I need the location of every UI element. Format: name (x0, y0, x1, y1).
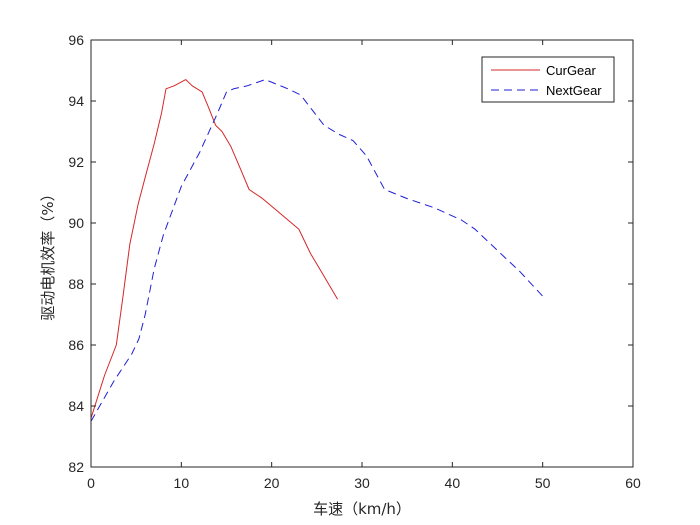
legend-label-nextgear: NextGear (546, 83, 602, 98)
x-tick-label: 0 (87, 475, 95, 491)
series-layer (90, 79, 544, 422)
x-tick-label: 60 (625, 475, 641, 491)
y-tick-label: 90 (68, 215, 84, 231)
series-line-curgear (90, 79, 339, 419)
legend: CurGear NextGear (481, 56, 615, 103)
x-axis-label: 车速（km/h） (313, 500, 411, 518)
y-tick-label: 88 (68, 276, 84, 292)
ticks-layer: 0 10 20 30 40 50 60 82 84 86 88 90 92 94 96 (68, 32, 641, 491)
x-tick-label: 20 (264, 475, 280, 491)
y-tick-label: 92 (68, 154, 84, 170)
y-tick-label: 94 (68, 93, 84, 109)
x-tick-label: 50 (535, 475, 551, 491)
x-tick-label: 40 (445, 475, 461, 491)
y-axis-label: 驱动电机效率（%） (39, 186, 57, 320)
series-line-nextgear (90, 79, 544, 422)
legend-label-curgear: CurGear (546, 63, 597, 78)
x-tick-label: 10 (174, 475, 190, 491)
plot-area (91, 40, 633, 467)
y-tick-label: 84 (68, 398, 84, 414)
y-tick-label: 82 (68, 459, 84, 475)
legend-box (481, 56, 615, 103)
x-tick-label: 30 (354, 475, 370, 491)
y-tick-label: 96 (68, 32, 84, 48)
y-tick-label: 86 (68, 337, 84, 353)
